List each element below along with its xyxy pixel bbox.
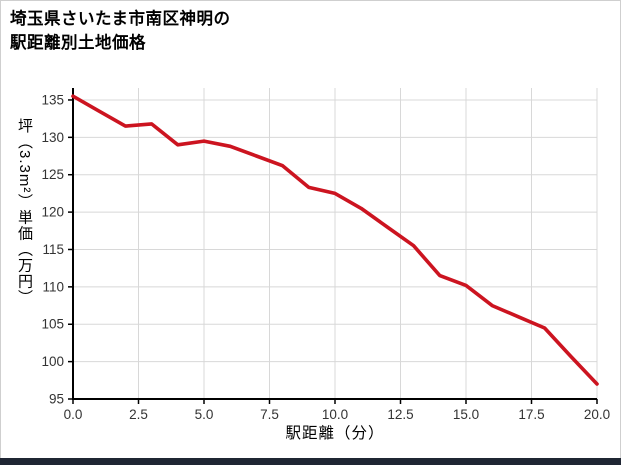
x-tick-label: 5.0: [195, 407, 214, 422]
y-tick-label: 100: [41, 354, 64, 369]
x-axis-label: 駅距離（分）: [285, 424, 384, 442]
y-tick-label: 135: [41, 92, 64, 107]
y-tick-label: 95: [49, 392, 64, 407]
y-tick-label: 110: [42, 279, 64, 294]
x-tick-label: 20.0: [584, 407, 610, 422]
y-tick-label: 125: [41, 167, 64, 182]
y-tick-label: 115: [42, 242, 64, 257]
x-tick-label: 7.5: [260, 407, 279, 422]
x-tick-label: 10.0: [322, 407, 348, 422]
x-tick-label: 15.0: [453, 407, 479, 422]
y-axis-label: 坪（3.3m²）単価（万円）: [16, 118, 33, 306]
x-tick-label: 17.5: [518, 407, 544, 422]
x-tick-label: 0.0: [64, 407, 83, 422]
chart-title-line1: 埼玉県さいたま市南区神明の: [10, 10, 231, 28]
footer-bar: [0, 458, 621, 465]
x-tick-label: 2.5: [129, 407, 148, 422]
price-line: [71, 94, 599, 386]
y-tick-label: 130: [41, 130, 64, 145]
chart-title-line2: 駅距離別土地価格: [10, 33, 146, 52]
y-tick-label: 120: [41, 205, 64, 220]
x-tick-label: 12.5: [387, 407, 413, 422]
y-tick-label: 105: [41, 317, 64, 332]
chart-title: 埼玉県さいたま市南区神明の 駅距離別土地価格: [10, 8, 231, 56]
